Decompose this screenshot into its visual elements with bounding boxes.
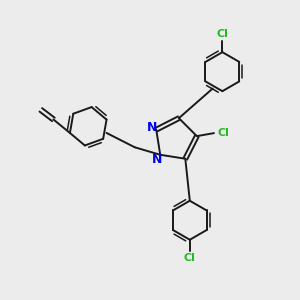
Text: N: N (152, 153, 162, 167)
Text: Cl: Cl (184, 253, 196, 262)
Text: Cl: Cl (216, 29, 228, 39)
Text: N: N (147, 122, 157, 134)
Text: Cl: Cl (218, 128, 230, 138)
